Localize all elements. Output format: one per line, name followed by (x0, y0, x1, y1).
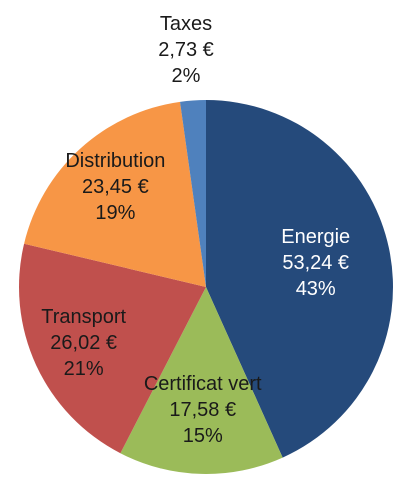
pie-slice (180, 100, 206, 287)
data-label: Transport 26,02 € 21% (41, 304, 126, 382)
label-percent: 15% (182, 425, 223, 448)
label-value: 17,58 € (169, 399, 237, 422)
label-name: Energie (281, 226, 351, 249)
label-percent: 19% (95, 202, 136, 225)
label-value: 23,45 € (82, 176, 149, 199)
data-label: Certificat vert 17,58 € 15% (144, 371, 262, 449)
label-value: 2,73 € (158, 39, 214, 61)
data-label: Energie 53,24 € 43% (281, 224, 350, 302)
label-percent: 43% (295, 278, 336, 301)
label-percent: 21% (63, 358, 104, 381)
data-label: Taxes 2,73 € 2% (158, 11, 214, 89)
pie-slice (24, 101, 206, 287)
label-name: Transport (41, 306, 127, 329)
pie-slice (18, 243, 206, 454)
label-value: 26,02 € (50, 332, 118, 355)
data-label: Distribution 23,45 € 19% (65, 148, 165, 226)
pie-slice (120, 287, 283, 474)
label-name: Certificat vert (143, 373, 262, 396)
pie-slice (206, 100, 394, 458)
label-name: Distribution (65, 150, 166, 173)
label-name: Taxes (159, 13, 213, 35)
label-value: 53,24 € (282, 252, 350, 275)
label-percent: 2% (171, 65, 201, 87)
